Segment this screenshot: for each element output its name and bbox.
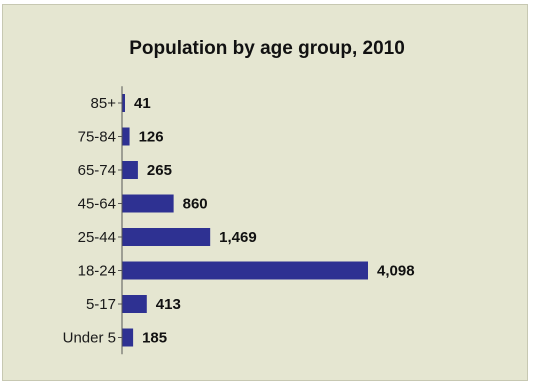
data-label: 413 — [156, 296, 181, 313]
data-label: 185 — [142, 330, 167, 347]
chart-title: Population by age group, 2010 — [129, 38, 405, 59]
category-label: 75-84 — [78, 129, 116, 146]
category-label: 45-64 — [78, 196, 116, 213]
category-label: 65-74 — [78, 162, 116, 179]
chart-panel — [2, 4, 528, 381]
data-label: 4,098 — [377, 263, 415, 280]
bar — [122, 127, 130, 146]
bar — [122, 161, 138, 179]
category-label: 25-44 — [78, 229, 116, 246]
bar — [122, 194, 174, 213]
data-label: 860 — [183, 196, 208, 213]
bar — [122, 228, 211, 246]
bar — [122, 94, 125, 112]
data-label: 126 — [139, 129, 164, 146]
data-label: 1,469 — [219, 229, 257, 246]
data-label: 265 — [147, 162, 172, 179]
bar — [122, 328, 134, 347]
data-label: 41 — [134, 95, 151, 112]
bar — [122, 261, 368, 280]
bar — [122, 295, 147, 313]
category-label: 5-17 — [86, 296, 116, 313]
category-label: Under 5 — [63, 330, 116, 347]
category-label: 18-24 — [78, 263, 116, 280]
category-label: 85+ — [91, 95, 117, 112]
